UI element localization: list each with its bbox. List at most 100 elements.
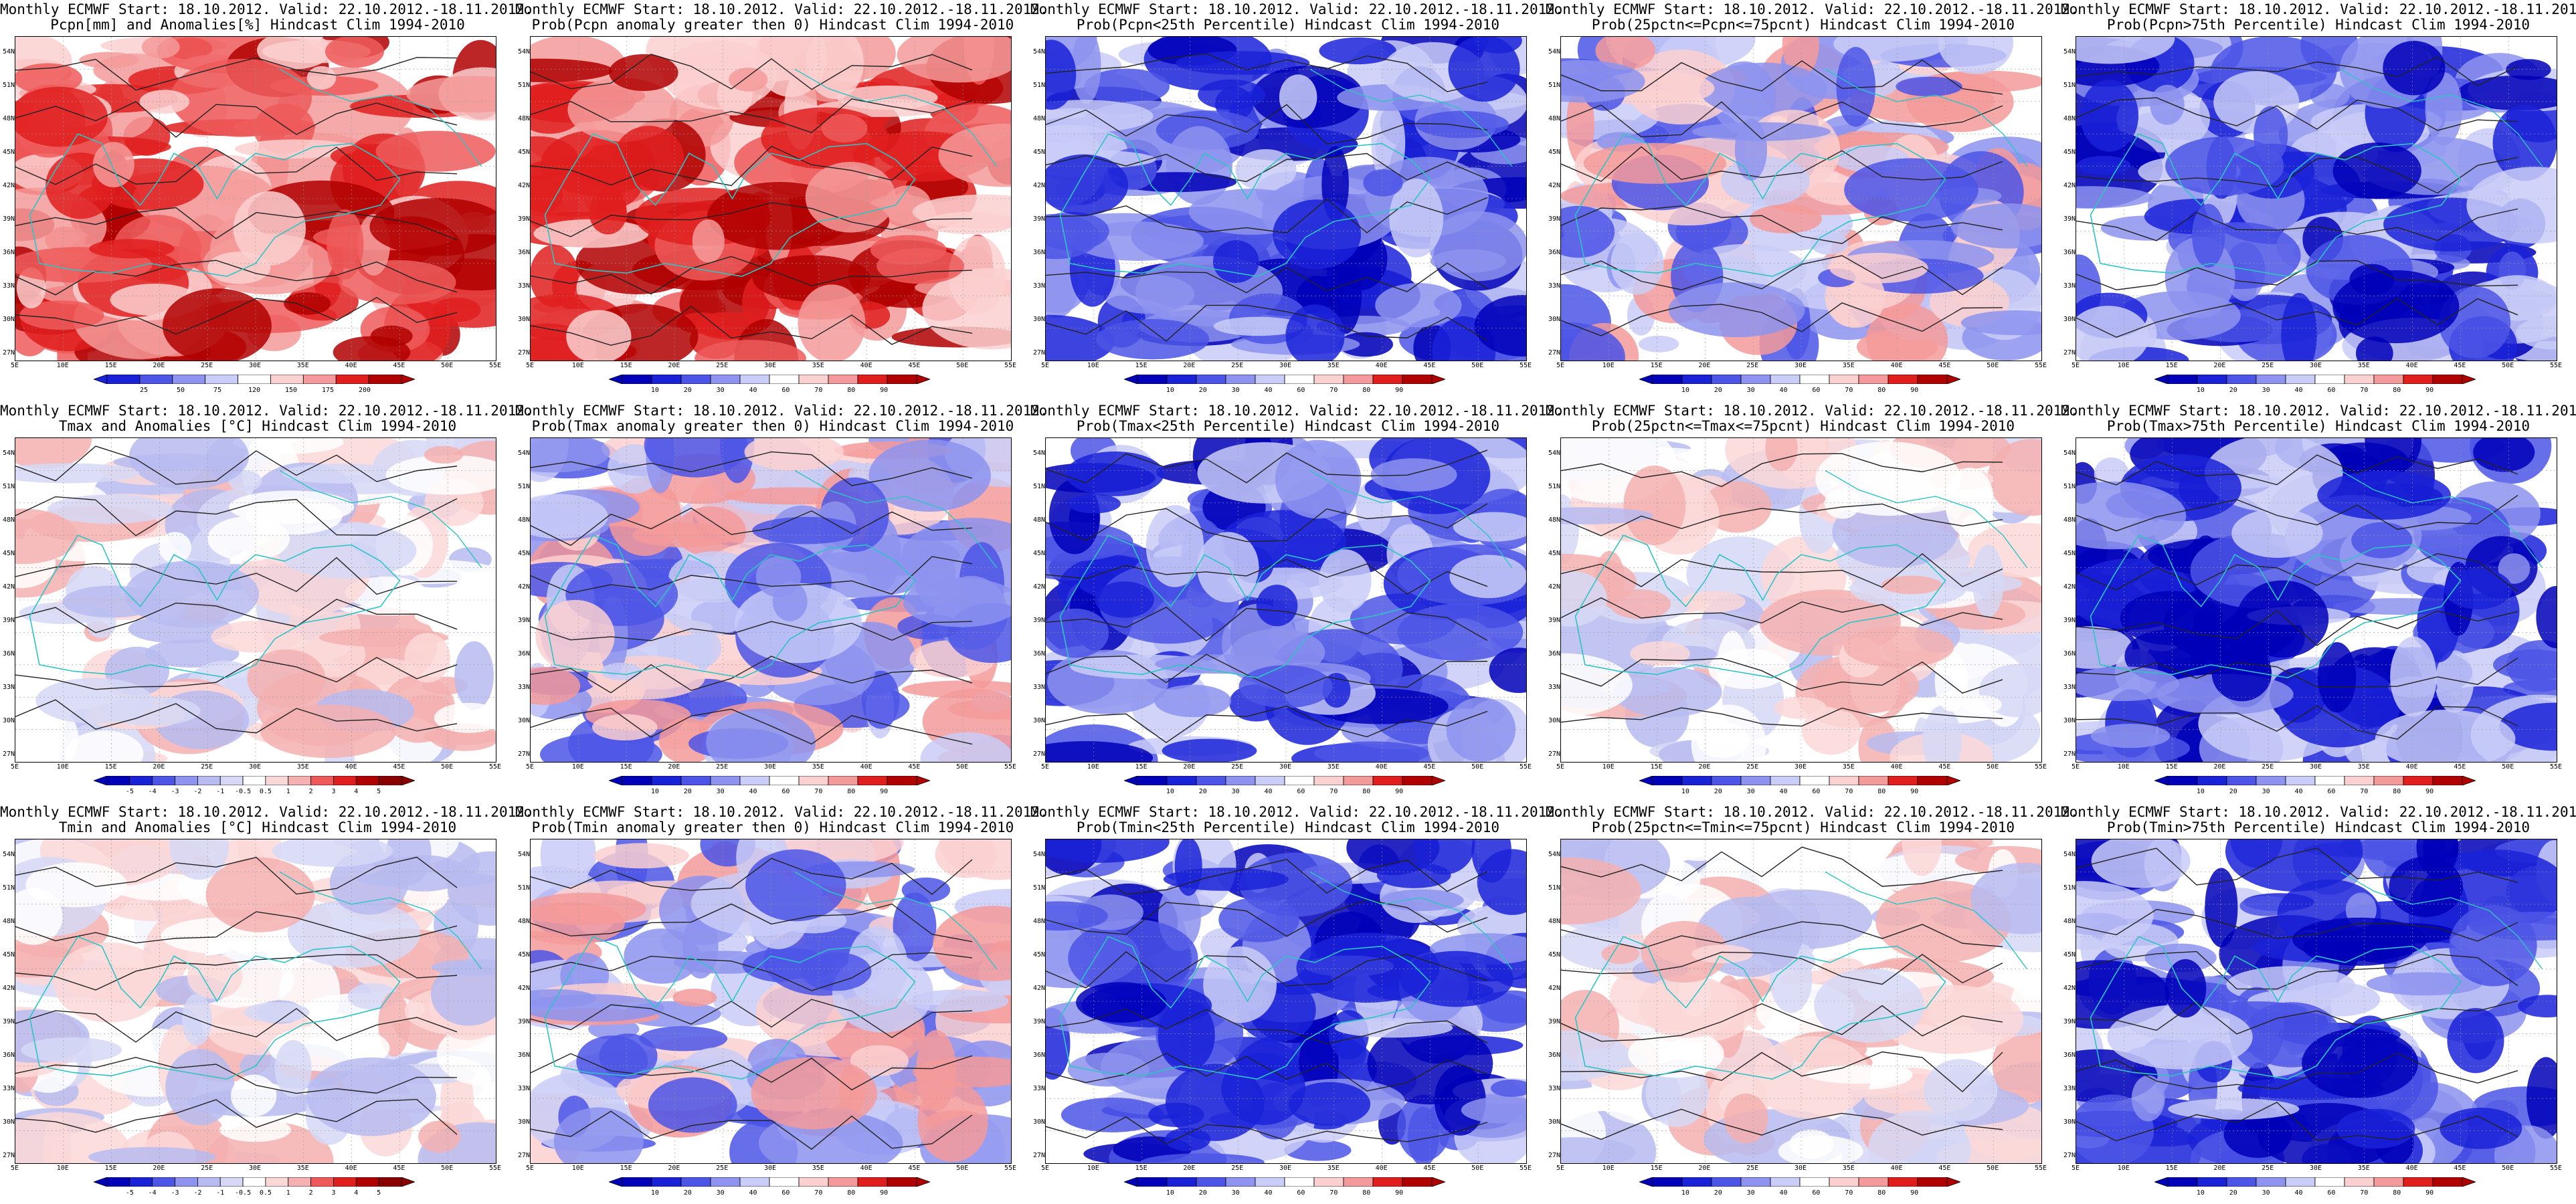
- lon-tick-label: 20E: [668, 763, 680, 771]
- field-blob: [1474, 295, 1526, 357]
- color-bar-label: 40: [1779, 387, 1788, 394]
- lat-tick-label: 51N: [2, 884, 15, 892]
- border-line: [1309, 871, 1513, 970]
- field-blob: [386, 839, 432, 886]
- lat-tick-label: 51N: [1032, 884, 1045, 892]
- contour-line: [531, 952, 973, 991]
- lat-tick-label: 39N: [2063, 617, 2076, 624]
- field-blob: [276, 523, 417, 579]
- field-blob: [692, 219, 725, 263]
- color-bar-segment: [139, 375, 173, 384]
- field-blob: [2492, 649, 2557, 680]
- color-bar-label: 20: [1714, 1189, 1722, 1197]
- lon-tick-label: 5E: [525, 1165, 535, 1172]
- field-blob: [745, 849, 846, 922]
- contour-line: [531, 54, 973, 90]
- map-plot-area: [530, 437, 1012, 763]
- color-bar-segment: [1740, 1177, 1771, 1187]
- lon-tick-label: 45E: [908, 1165, 921, 1172]
- field-blob: [1285, 304, 1345, 361]
- panel-title: Monthly ECMWF Start: 18.10.2012. Valid: …: [0, 1, 533, 17]
- color-bar-label: 2: [308, 1189, 313, 1197]
- field-blob: [752, 516, 860, 544]
- color-bar-segment: [622, 1177, 652, 1187]
- coastline: [544, 133, 916, 277]
- panel-title: Monthly ECMWF Start: 18.10.2012. Valid: …: [1546, 804, 2079, 820]
- field-blob: [1446, 697, 1516, 762]
- color-bar-segment: [2403, 776, 2433, 785]
- field-blob: [1296, 932, 1440, 1003]
- color-bar-label: 20: [2229, 788, 2237, 795]
- field-blob: [2090, 724, 2171, 748]
- lat-tick-label: 48N: [2, 918, 15, 925]
- color-bar-label: 40: [1264, 1189, 1273, 1197]
- field-blob: [1407, 1106, 1439, 1163]
- contour-line: [2076, 1000, 2518, 1035]
- color-bar-segment: [1313, 1177, 1344, 1187]
- color-bar-segment: [1196, 375, 1226, 384]
- color-bar-segment: [1255, 776, 1285, 785]
- color-bar-label: 150: [284, 387, 298, 394]
- lon-tick-label: 55E: [2034, 763, 2047, 771]
- contour-line: [1561, 1051, 2003, 1092]
- map-panel: Monthly ECMWF Start: 18.10.2012. Valid: …: [2061, 803, 2576, 1204]
- color-bar-label: 60: [781, 788, 790, 795]
- lon-tick-label: 45E: [2454, 763, 2466, 771]
- field-blob: [1256, 585, 1298, 627]
- map-panel: Monthly ECMWF Start: 18.10.2012. Valid: …: [1546, 401, 2079, 803]
- color-bar-segment: [1402, 375, 1433, 384]
- lat-tick-label: 51N: [2, 483, 15, 490]
- panel-title: Monthly ECMWF Start: 18.10.2012. Valid: …: [515, 804, 1048, 820]
- field-blob: [1461, 1096, 1526, 1124]
- lat-tick-label: 51N: [1548, 82, 1560, 89]
- lon-tick-label: 15E: [1650, 1165, 1663, 1172]
- contour-line: [1561, 59, 2003, 95]
- map-panel: Monthly ECMWF Start: 18.10.2012. Valid: …: [0, 0, 533, 401]
- color-bar-segment: [152, 1177, 175, 1187]
- field-blob: [2536, 585, 2557, 649]
- field-blob: [375, 130, 496, 172]
- lat-tick-label: 45N: [2063, 550, 2076, 557]
- field-blob: [1068, 919, 1198, 997]
- lat-tick-label: 36N: [2063, 650, 2076, 658]
- lon-tick-label: 20E: [153, 1165, 165, 1172]
- color-bar-label: 40: [1779, 788, 1788, 795]
- contour-line: [531, 98, 973, 133]
- field-blob: [233, 191, 306, 266]
- field-blob: [432, 297, 481, 322]
- color-bar-label: -3: [171, 1189, 179, 1197]
- color-bar-segment: [1166, 776, 1197, 785]
- color-bar-segment: [197, 776, 221, 785]
- lon-tick-label: 30E: [1794, 362, 1807, 369]
- lat-tick-label: 39N: [1032, 1018, 1045, 1025]
- lon-tick-label: 10E: [2117, 362, 2130, 369]
- lon-tick-label: 55E: [1004, 763, 1017, 771]
- color-bar-segment: [1770, 776, 1801, 785]
- color-bar-label: 90: [880, 387, 889, 394]
- field-blob: [1429, 211, 1526, 282]
- lon-tick-label: 5E: [1040, 362, 1050, 369]
- field-blob: [35, 678, 153, 724]
- field-map: [2076, 37, 2557, 361]
- field-blob: [231, 1074, 277, 1117]
- field-blob: [1673, 839, 1724, 862]
- map-plot-area: [1560, 36, 2042, 361]
- field-blob: [935, 839, 997, 878]
- color-bar-label: -5: [125, 1189, 134, 1197]
- field-blob: [1389, 178, 1444, 258]
- color-bar-segment: [1799, 375, 1830, 384]
- lon-tick-label: 15E: [104, 763, 117, 771]
- field-blob: [1095, 581, 1154, 618]
- color-bar-segment: [887, 1177, 917, 1187]
- color-bar-segment: [1770, 375, 1801, 384]
- field-blob: [287, 899, 421, 968]
- lat-tick-label: 39N: [1548, 215, 1560, 223]
- lon-tick-label: 20E: [1183, 1165, 1196, 1172]
- color-bar-label: 4: [354, 788, 359, 795]
- field-blob: [284, 292, 331, 315]
- field-blob: [735, 583, 862, 664]
- lat-tick-label: 33N: [2, 684, 15, 691]
- map-plot-area: [1560, 437, 2042, 763]
- panel-subtitle: Prob(Tmax>75th Percentile) Hindcast Clim…: [2106, 418, 2531, 434]
- lon-tick-label: 5E: [1556, 362, 1565, 369]
